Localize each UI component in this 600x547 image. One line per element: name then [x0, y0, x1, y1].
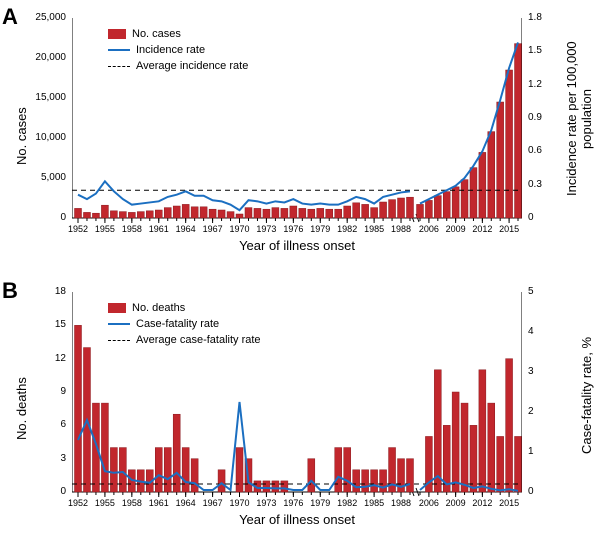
- panel-letter-b: B: [2, 278, 18, 304]
- y-left-label-b: No. deaths: [14, 377, 29, 440]
- x-label-b: Year of illness onset: [72, 512, 522, 527]
- figure: A No. cases Incidence rate per 100,000 p…: [0, 0, 600, 547]
- legend-a: No. casesIncidence rateAverage incidence…: [108, 26, 248, 74]
- panel-letter-a: A: [2, 4, 18, 30]
- legend-b: No. deathsCase-fatality rateAverage case…: [108, 300, 261, 348]
- x-label-a: Year of illness onset: [72, 238, 522, 253]
- y-right-label-a: Incidence rate per 100,000 population: [564, 24, 594, 214]
- y-right-label-b: Case-fatality rate, %: [579, 310, 594, 480]
- y-left-label-a: No. cases: [14, 107, 29, 165]
